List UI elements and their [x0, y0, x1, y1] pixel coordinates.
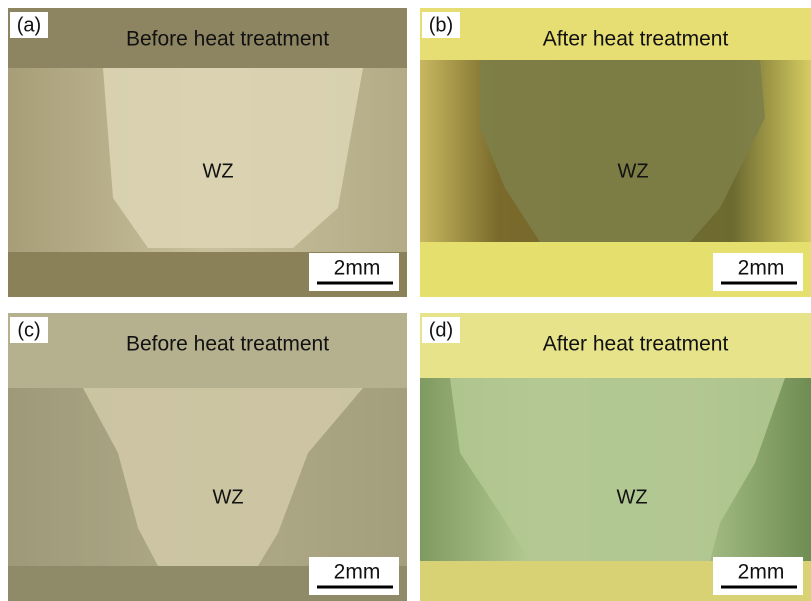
scale-bar-label: 2mm: [334, 561, 381, 584]
panel-title: Before heat treatment: [126, 333, 329, 356]
region-label: WZ: [212, 486, 243, 508]
panel-label: (d): [429, 319, 453, 341]
region-label: WZ: [202, 160, 233, 182]
region-label: WZ: [617, 160, 648, 182]
panel-title: After heat treatment: [543, 28, 729, 51]
micrograph-panel: (a) Before heat treatment WZ 2mm: [8, 8, 407, 297]
scale-bar-label: 2mm: [334, 257, 381, 280]
micrograph-panel: (b) After heat treatment WZ 2mm: [420, 8, 811, 297]
panel-title: Before heat treatment: [126, 28, 329, 51]
scale-bar-label: 2mm: [738, 257, 785, 280]
scale-bar-label: 2mm: [738, 561, 785, 584]
region-label: WZ: [616, 486, 647, 508]
panel-title: After heat treatment: [543, 333, 729, 356]
panel-label: (a): [17, 14, 41, 36]
micrograph-panel: (d) After heat treatment WZ 2mm: [420, 313, 811, 601]
panel-label: (b): [429, 14, 453, 36]
panel-label: (c): [17, 319, 40, 341]
figure: (a) Before heat treatment WZ 2mm (b) After he…: [0, 0, 811, 601]
micrograph-panel: (c) Before heat treatment WZ 2mm: [8, 313, 407, 601]
